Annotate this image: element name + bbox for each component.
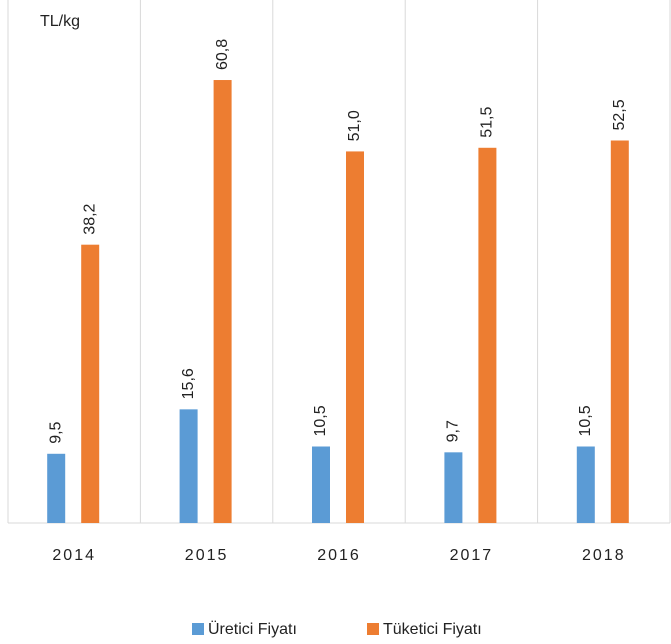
bar — [179, 409, 198, 523]
bar — [444, 452, 463, 523]
bar — [47, 453, 66, 523]
data-label: 52,5 — [611, 99, 628, 130]
data-label: 9,7 — [445, 420, 462, 442]
data-label: 51,5 — [479, 107, 496, 138]
x-tick-label: 2015 — [185, 547, 229, 564]
data-label: 10,5 — [312, 405, 329, 436]
bar — [213, 80, 232, 524]
bar — [576, 446, 595, 523]
bar — [346, 151, 364, 523]
data-label: 9,5 — [47, 421, 64, 443]
legend-label: Tüketici Fiyatı — [383, 621, 482, 638]
legend-swatch — [192, 623, 204, 635]
data-label: 15,6 — [180, 368, 197, 399]
x-tick-label: 2017 — [450, 547, 494, 564]
legend-swatch — [367, 623, 379, 635]
data-label: 10,5 — [577, 405, 594, 436]
data-label: 51,0 — [346, 110, 363, 141]
bar — [478, 147, 497, 524]
bar — [610, 140, 629, 523]
bar — [81, 244, 100, 523]
y-axis-label: TL/kg — [40, 13, 80, 30]
data-label: 60,8 — [214, 39, 231, 70]
x-tick-label: 2016 — [317, 547, 361, 564]
x-tick-label: 2014 — [52, 547, 96, 564]
legend-label: Üretici Fiyatı — [208, 620, 297, 638]
x-tick-label: 2018 — [582, 547, 626, 564]
data-label: 38,2 — [81, 203, 98, 234]
bar — [312, 446, 330, 523]
